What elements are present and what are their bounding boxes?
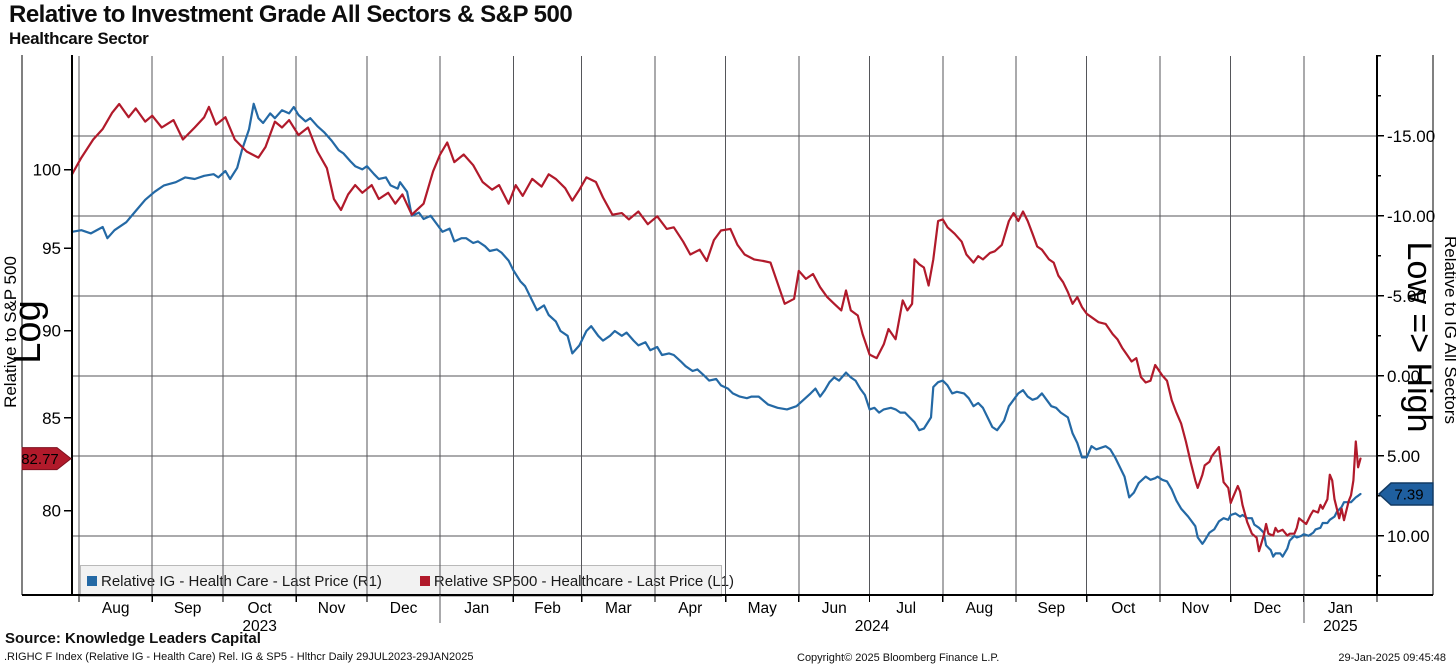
x-axis-month-label: Aug <box>966 600 994 617</box>
right-axis-tick-label: 5.00 <box>1387 447 1420 466</box>
series-line-sp500-healthcare[interactable] <box>70 102 1362 553</box>
right-axis-tick-label: -5.00 <box>1387 287 1426 306</box>
source-line: Source: Knowledge Leaders Capital <box>5 630 261 647</box>
legend: Relative IG - Health Care - Last Price (… <box>80 565 734 597</box>
x-axis-month-label: Dec <box>390 600 418 617</box>
x-axis-year-label: 2024 <box>855 618 890 635</box>
x-axis-month-label: Jan <box>464 600 489 617</box>
chart-header: Relative to Investment Grade All Sectors… <box>9 1 573 48</box>
x-axis-month-label: Oct <box>1111 600 1136 617</box>
x-axis-month-label: Apr <box>678 600 702 617</box>
left-axis-tick-label: 85 <box>42 409 61 428</box>
x-axis-month-label: Jun <box>822 600 847 617</box>
x-axis-month-label: Sep <box>174 600 202 617</box>
x-axis-month-label: Mar <box>605 600 632 617</box>
x-axis-month-label: Dec <box>1253 600 1281 617</box>
right-axis-watermark: Low => High <box>1400 242 1438 433</box>
legend-label-r1: Relative IG - Health Care - Last Price (… <box>101 572 382 590</box>
legend-item-ig-healthcare[interactable]: Relative IG - Health Care - Last Price (… <box>87 573 382 590</box>
legend-item-sp500-healthcare[interactable]: Relative SP500 - Healthcare - Last Price… <box>419 572 735 590</box>
last-price-value-right: 7.39 <box>1394 487 1423 504</box>
right-axis-title: Relative to IG All Sectors <box>1441 236 1456 424</box>
right-axis-tick-label: 10.00 <box>1387 527 1430 546</box>
left-axis-title: Relative to S&P 500 <box>1 256 20 408</box>
chart-subtitle: Healthcare Sector <box>9 29 149 48</box>
right-axis-tick-label: -10.00 <box>1387 207 1435 226</box>
x-axis-month-label: Jul <box>896 600 916 617</box>
legend-swatch-red-icon <box>419 576 430 586</box>
series-line-ig-healthcare[interactable] <box>70 102 1362 558</box>
left-axis-watermark: Log <box>7 300 49 363</box>
x-axis-month-label: Sep <box>1038 600 1066 617</box>
index-descriptor-line: .RIGHC F Index (Relative IG - Health Car… <box>4 651 474 663</box>
left-axis-tick-label: 100 <box>33 161 61 180</box>
left-axis-tick-label: 90 <box>42 322 61 341</box>
timestamp: 29-Jan-2025 09:45:48 <box>1338 652 1446 664</box>
last-price-tag-left[interactable] <box>21 447 72 471</box>
right-axis-tick-label: -15.00 <box>1387 127 1435 146</box>
right-axis-tick-label: 0.00 <box>1387 367 1420 386</box>
x-axis-month-label: Nov <box>318 600 346 617</box>
left-axis-tick-label: 80 <box>42 502 61 521</box>
legend-swatch-blue-icon <box>87 576 97 586</box>
x-axis-month-label: Jan <box>1328 600 1353 617</box>
copyright-line: Copyright© 2025 Bloomberg Finance L.P. <box>797 652 1000 664</box>
last-price-value-left: 82.77 <box>21 451 59 468</box>
x-axis-month-label: Oct <box>248 600 273 617</box>
x-axis-month-label: Feb <box>534 600 561 617</box>
left-axis-tick-label: 95 <box>42 239 61 258</box>
x-axis-month-label: Nov <box>1182 600 1210 617</box>
x-axis-year-label: 2025 <box>1323 618 1357 635</box>
plot-area[interactable] <box>72 55 1377 595</box>
page-title: Relative to Investment Grade All Sectors… <box>9 1 573 28</box>
legend-label-l1: Relative SP500 - Healthcare - Last Price… <box>433 572 735 590</box>
x-axis-month-label: Aug <box>102 600 130 617</box>
last-price-tag-right[interactable] <box>1377 482 1434 506</box>
x-axis-month-label: May <box>748 600 778 617</box>
